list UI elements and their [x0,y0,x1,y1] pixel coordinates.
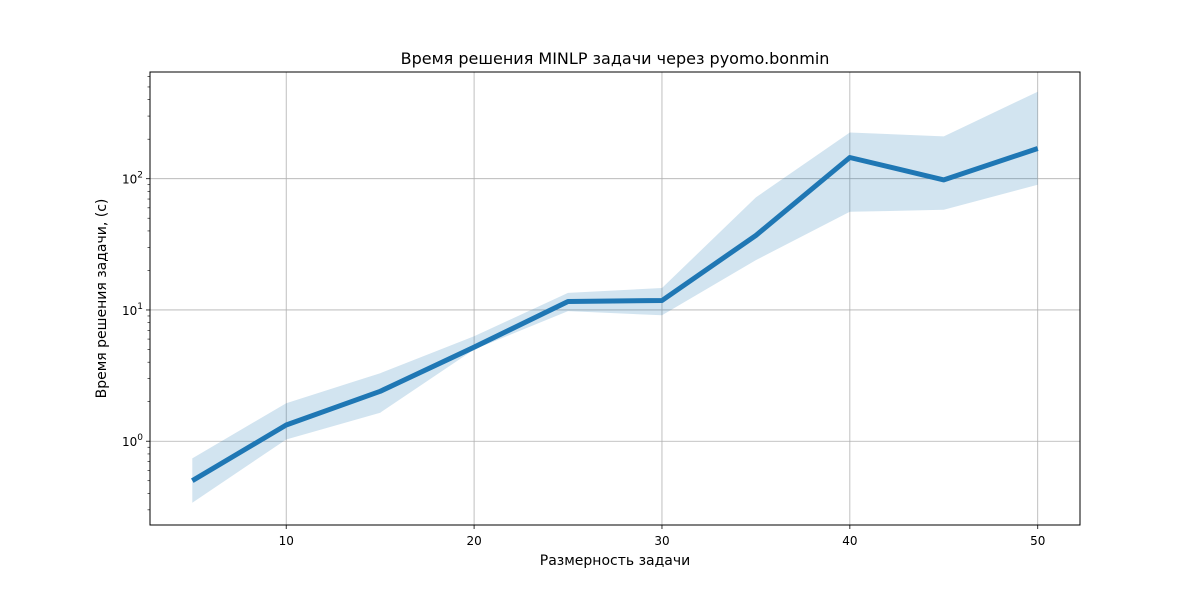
y-tick-label: 100 [122,433,143,449]
confidence-band-layer [192,91,1038,503]
x-tick-label: 10 [279,534,294,548]
y-tick-label: 101 [122,302,143,318]
plot-frame [149,71,1081,526]
x-tick-label: 30 [654,534,669,548]
x-axis-label: Размерность задачи [540,553,690,569]
x-tick-label: 40 [842,534,857,548]
series-line-layer [191,146,1039,483]
series-line [191,146,1039,483]
confidence-band [192,91,1038,503]
x-tick-label: 50 [1030,534,1045,548]
chart-title: Время решения MINLP задачи через pyomo.b… [401,49,830,68]
y-axis-label: Время решения задачи, (с) [94,199,110,399]
x-tick-label: 20 [466,534,481,548]
y-tick-label: 102 [122,171,143,187]
tick-layer: 10 20 30 40 50 100 101 102 [122,76,1045,548]
